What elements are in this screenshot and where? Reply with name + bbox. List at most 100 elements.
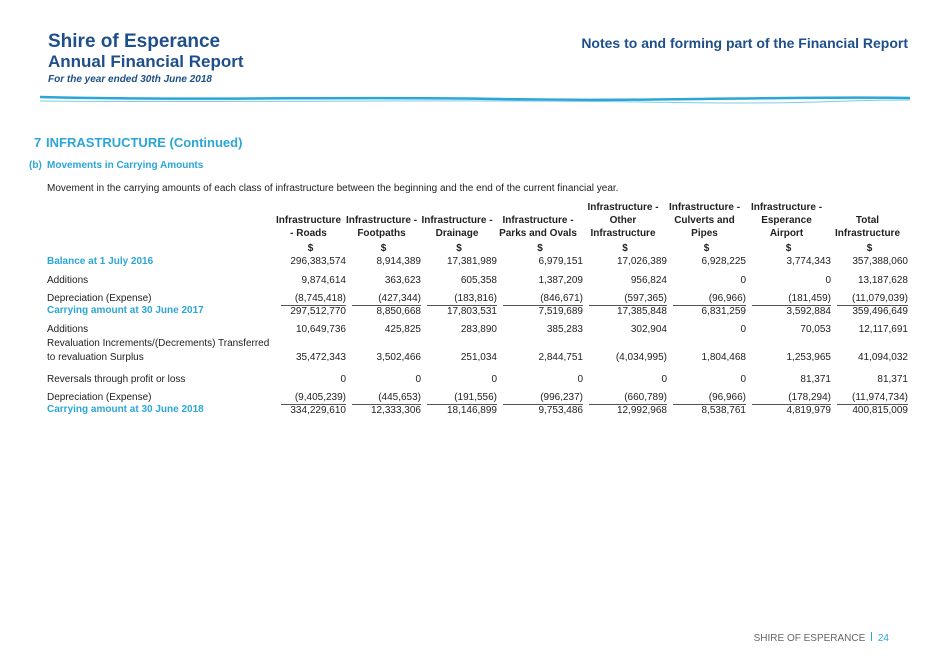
cell: 0 — [740, 324, 746, 335]
row-label: Carrying amount at 30 June 2018 — [47, 404, 204, 415]
column-header: Infrastructure - — [750, 202, 823, 213]
cell: 35,472,343 — [295, 352, 346, 363]
unit: $ — [703, 243, 710, 254]
cell: 6,979,151 — [538, 256, 584, 267]
cell: 3,502,466 — [376, 352, 422, 363]
cell: 0 — [491, 374, 497, 385]
cell: 41,094,032 — [857, 352, 908, 363]
cell: 3,592,884 — [752, 305, 831, 318]
header-rule — [39, 95, 911, 104]
cell: (4,034,995) — [615, 352, 667, 363]
cell: 1,804,468 — [701, 352, 747, 363]
cell: 363,623 — [384, 275, 421, 286]
column-header: Drainage — [435, 228, 479, 239]
unit: $ — [307, 243, 314, 254]
row-label: Additions — [47, 324, 89, 335]
column-header: Infrastructure - — [345, 215, 418, 226]
column-header: Airport — [769, 228, 804, 239]
cell: (191,556) — [454, 392, 497, 403]
cell: 0 — [415, 374, 421, 385]
description: Movement in the carrying amounts of each… — [47, 183, 619, 194]
unit: $ — [785, 243, 792, 254]
cell: 9,753,486 — [503, 404, 583, 417]
column-header: Footpaths — [357, 228, 406, 239]
row-label: Depreciation (Expense) — [47, 392, 152, 403]
cell: 425,825 — [384, 324, 421, 335]
cell: (96,966) — [708, 293, 746, 304]
cell: 1,387,209 — [538, 275, 584, 286]
cell: 0 — [825, 275, 831, 286]
column-header: Parks and Ovals — [499, 228, 577, 239]
cell: 0 — [340, 374, 346, 385]
cell: 6,928,225 — [701, 256, 747, 267]
cell: (427,344) — [378, 293, 421, 304]
cell: 283,890 — [460, 324, 497, 335]
cell: 359,496,649 — [837, 305, 908, 318]
cell: 8,914,389 — [376, 256, 422, 267]
cell: 297,512,770 — [281, 305, 346, 318]
unit: $ — [537, 243, 543, 254]
section-number: 7 — [34, 135, 42, 150]
cell: 0 — [661, 374, 667, 385]
column-header: Infrastructure — [590, 228, 656, 239]
cell: (445,653) — [378, 392, 421, 403]
cell: 81,371 — [877, 374, 908, 385]
row-label: Balance at 1 July 2016 — [47, 256, 154, 267]
cell: 251,034 — [460, 352, 497, 363]
cell: 0 — [577, 374, 583, 385]
section-title: INFRASTRUCTURE (Continued) — [46, 135, 243, 150]
cell: 6,831,259 — [673, 305, 746, 318]
cell: 385,283 — [546, 324, 583, 335]
column-header: Esperance — [761, 215, 812, 226]
column-header: Infrastructure - — [421, 215, 493, 226]
footer-separator — [871, 632, 873, 641]
column-header: Infrastructure - — [587, 202, 659, 213]
cell: 81,371 — [800, 374, 831, 385]
cell: (597,365) — [624, 293, 667, 304]
row-label: Additions — [47, 275, 89, 286]
cell: 17,803,531 — [427, 305, 497, 318]
cell: 0 — [740, 275, 746, 286]
cell: 13,187,628 — [857, 275, 908, 286]
cell: 357,388,060 — [852, 256, 908, 267]
cell: (11,079,039) — [852, 293, 908, 304]
cell: 17,381,989 — [446, 256, 497, 267]
cell: 956,824 — [630, 275, 667, 286]
report-subtitle: Annual Financial Report — [48, 52, 244, 71]
cell: 1,253,965 — [786, 352, 832, 363]
report-period: For the year ended 30th June 2018 — [48, 74, 212, 85]
cell: (96,966) — [708, 392, 746, 403]
column-header: Other — [609, 215, 637, 226]
cell: (846,671) — [540, 293, 583, 304]
cell: (996,237) — [540, 392, 583, 403]
cell: 296,383,574 — [290, 256, 346, 267]
unit: $ — [622, 243, 628, 254]
row-label: to revaluation Surplus — [47, 352, 144, 363]
column-header: Infrastructure - — [502, 215, 574, 226]
cell: 4,819,979 — [752, 404, 831, 417]
cell: (178,294) — [788, 392, 831, 403]
cell: 17,385,848 — [589, 305, 667, 318]
cell: 334,229,610 — [281, 404, 346, 417]
unit: $ — [380, 243, 387, 254]
column-header: Pipes — [691, 228, 718, 239]
cell: (9,405,239) — [294, 392, 346, 403]
cell: 400,815,009 — [837, 404, 908, 417]
row-label: Reversals through profit or loss — [47, 374, 186, 385]
row-label: Depreciation (Expense) — [47, 293, 152, 304]
column-header: Infrastructure — [275, 215, 341, 226]
cell: 12,117,691 — [858, 324, 908, 335]
cell: 2,844,751 — [538, 352, 584, 363]
cell: (183,816) — [454, 293, 497, 304]
cell: 8,538,761 — [673, 404, 746, 417]
footer-page: 24 — [877, 633, 889, 644]
cell: (660,789) — [624, 392, 667, 403]
cell: 17,026,389 — [616, 256, 667, 267]
cell: 0 — [740, 374, 746, 385]
column-header: - Roads — [290, 228, 327, 239]
column-header: Total — [855, 215, 880, 226]
column-header: Culverts and — [674, 215, 735, 226]
cell: 10,649,736 — [295, 324, 346, 335]
cell: 70,053 — [800, 324, 831, 335]
